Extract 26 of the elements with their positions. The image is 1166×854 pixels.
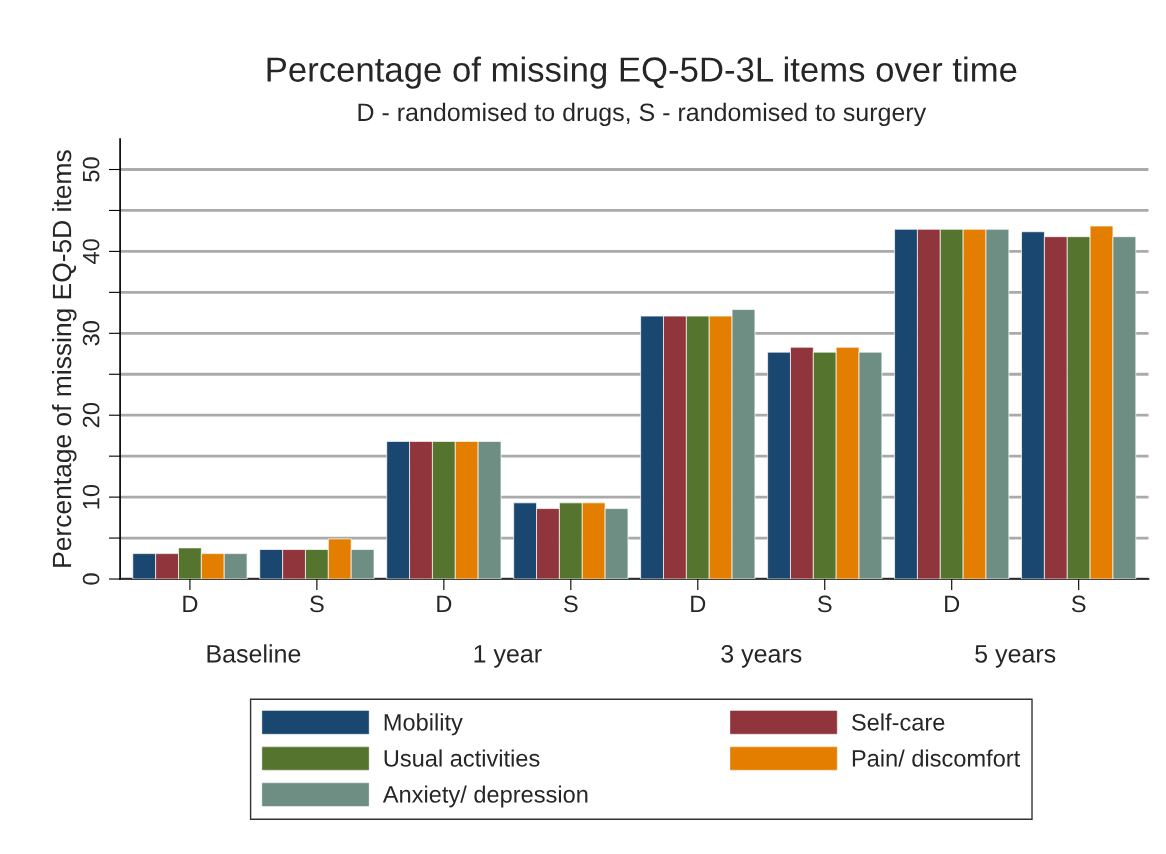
- chart-subtitle: D - randomised to drugs, S - randomised to surgery: [358, 102, 927, 127]
- y-axis-title: Percentage of missing EQ-5D items: [51, 150, 77, 567]
- x-tick-label: S: [310, 595, 324, 613]
- x-tick-label: D: [183, 595, 198, 613]
- legend-label: Anxiety/ depression: [382, 785, 588, 808]
- y-tick-label: 40: [82, 239, 100, 264]
- legend-label: Usual activities: [384, 749, 540, 767]
- legend-label: Mobility: [384, 713, 463, 736]
- x-tick-label: S: [817, 595, 832, 613]
- x-tick-label: S: [1071, 595, 1086, 613]
- x-tick-label: D: [437, 595, 452, 613]
- y-tick-label: 20: [82, 403, 100, 428]
- y-tick-label: 50: [82, 157, 100, 182]
- y-tick-label: 30: [82, 321, 100, 346]
- x-tick-label: D: [691, 595, 706, 613]
- legend-label: Pain/ discomfort: [852, 749, 1021, 767]
- x-tick-label: D: [945, 595, 960, 613]
- text: 3 years: [721, 644, 802, 668]
- chart-title: Percentage of missing EQ-5D-3L items over time: [267, 56, 1017, 89]
- text: 1 year: [474, 645, 542, 668]
- text: Baseline: [207, 644, 301, 663]
- legend-label: Self-care: [852, 713, 945, 731]
- y-tick-label: 0: [82, 573, 100, 585]
- text: 5 years: [975, 645, 1056, 668]
- x-tick-label: S: [564, 595, 578, 613]
- y-tick-label: 10: [82, 484, 100, 509]
